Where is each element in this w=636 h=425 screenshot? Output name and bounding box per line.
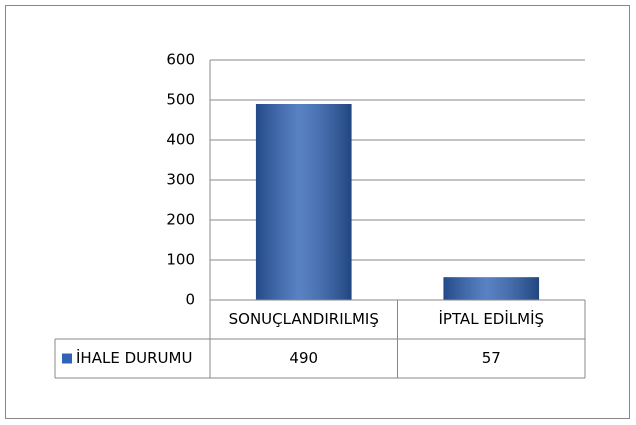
y-tick-label: 300 bbox=[166, 171, 195, 189]
x-tick-label: İPTAL EDİLMİŞ bbox=[438, 309, 544, 328]
bar bbox=[255, 104, 352, 300]
legend-label: İHALE DURUMU bbox=[76, 348, 192, 367]
legend-swatch bbox=[62, 353, 72, 364]
y-tick-label: 0 bbox=[185, 291, 195, 309]
y-tick-label: 400 bbox=[166, 131, 195, 149]
x-tick-label: SONUÇLANDIRILMIŞ bbox=[229, 310, 379, 328]
y-tick-label: 600 bbox=[166, 51, 195, 69]
table-value: 490 bbox=[289, 349, 318, 367]
bar bbox=[443, 277, 540, 300]
y-tick-label: 500 bbox=[166, 91, 195, 109]
y-tick-label: 200 bbox=[166, 211, 195, 229]
table-value: 57 bbox=[482, 349, 501, 367]
y-tick-label: 100 bbox=[166, 251, 195, 269]
